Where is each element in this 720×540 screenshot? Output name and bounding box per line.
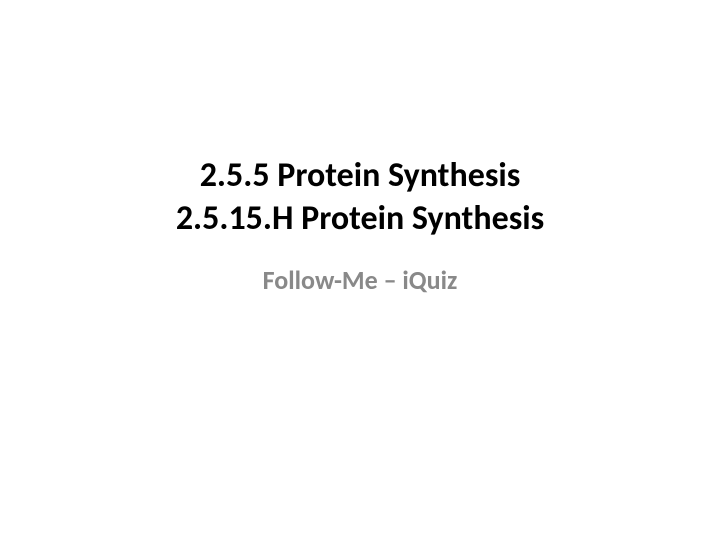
slide-subtitle: Follow-Me – iQuiz — [263, 264, 458, 296]
slide-title-line-2: 2.5.15.H Protein Synthesis — [176, 198, 544, 241]
slide-title-line-1: 2.5.5 Protein Synthesis — [200, 155, 521, 198]
